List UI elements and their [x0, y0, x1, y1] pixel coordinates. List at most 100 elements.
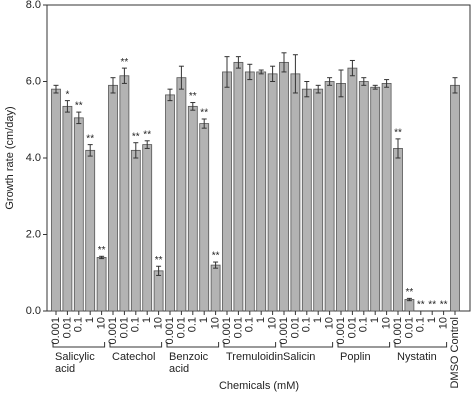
- bar: [256, 71, 267, 312]
- y-tick-label: 2.0: [26, 228, 41, 240]
- bar: [267, 73, 278, 312]
- significance-label: **: [406, 287, 414, 298]
- group-bracket: [166, 342, 220, 348]
- x-tick-label: 0.001: [107, 317, 119, 345]
- bar: [51, 88, 61, 312]
- significance-label: **: [75, 101, 83, 112]
- y-tick-label: 0.0: [26, 305, 41, 317]
- bar: [358, 81, 369, 312]
- x-tick-label: 0.01: [289, 317, 301, 338]
- bar: [165, 94, 175, 312]
- bar: [313, 88, 324, 312]
- significance-label: **: [394, 128, 402, 139]
- x-tick-label: 10: [210, 317, 222, 329]
- group-bracket: [223, 342, 277, 348]
- y-axis-label: Growth rate (cm/day): [4, 106, 16, 209]
- group-bracket: [52, 342, 106, 348]
- x-tick-label: 1: [141, 317, 153, 323]
- x-tick-label: 0.001: [164, 317, 176, 345]
- x-tick-label: 10: [153, 317, 165, 329]
- x-tick-label: 0.01: [346, 317, 358, 338]
- significance-label: **: [417, 300, 425, 311]
- group-label: Benzoic acid: [169, 351, 209, 375]
- bar: [119, 75, 130, 312]
- bar: [108, 84, 118, 312]
- x-tick-label: 0.1: [415, 317, 427, 332]
- x-tick-label: 1: [312, 317, 324, 323]
- group-label: Salicin: [283, 351, 316, 363]
- bar: [290, 73, 301, 312]
- x-tick-label: 0.001: [392, 317, 404, 345]
- group-label: Nystatin: [397, 351, 437, 363]
- bar: [450, 84, 460, 312]
- bar: [347, 67, 358, 312]
- x-tick-label: 1: [369, 317, 381, 323]
- bar: [62, 105, 73, 312]
- x-tick-label: 1: [255, 317, 267, 323]
- bar: [210, 264, 221, 312]
- group-bracket: [394, 342, 448, 348]
- bar: [393, 148, 403, 312]
- significance-label: **: [440, 300, 448, 311]
- bar: [222, 71, 232, 312]
- group-bracket: [337, 342, 391, 348]
- group-bracket: [280, 342, 334, 348]
- bar: [301, 88, 312, 312]
- x-tick-label: 0.01: [61, 317, 73, 338]
- x-tick-label: 0.001: [335, 317, 347, 345]
- significance-label: **: [86, 133, 94, 144]
- bar: [324, 81, 335, 312]
- group-label: Catechol: [112, 351, 156, 363]
- significance-label: **: [132, 131, 140, 142]
- x-tick-label: 1: [84, 317, 96, 323]
- bar: [85, 149, 96, 312]
- x-tick-label: 0.01: [403, 317, 415, 338]
- significance-label: **: [143, 129, 151, 140]
- significance-label: **: [121, 57, 129, 68]
- x-tick-label: 0.01: [232, 317, 244, 338]
- x-tick-label: 0.001: [221, 317, 233, 345]
- x-tick-label: 0.1: [358, 317, 370, 332]
- y-tick-label: 6.0: [26, 75, 41, 87]
- significance-label: **: [212, 251, 220, 262]
- group-label: Poplin: [340, 351, 371, 363]
- significance-label: **: [98, 245, 106, 256]
- x-tick-label: 0.001: [50, 317, 62, 345]
- group-label: Salicylic acid: [55, 351, 95, 375]
- x-tick-label: 0.1: [301, 317, 313, 332]
- significance-label: *: [65, 89, 69, 100]
- x-tick-label: 0.001: [278, 317, 290, 345]
- significance-label: **: [189, 91, 197, 102]
- significance-label: **: [428, 300, 436, 311]
- bar: [96, 257, 107, 312]
- x-tick-label: DMSO Control: [449, 317, 461, 389]
- bar: [153, 270, 164, 312]
- y-tick-label: 8.0: [26, 0, 41, 11]
- bar: [142, 144, 153, 312]
- bar: [381, 83, 392, 312]
- x-tick-label: 1: [426, 317, 438, 323]
- x-tick-label: 10: [96, 317, 108, 329]
- x-tick-label: 10: [324, 317, 336, 329]
- bar: [370, 86, 381, 312]
- x-tick-label: 10: [267, 317, 279, 329]
- x-tick-label: 10: [381, 317, 393, 329]
- bar: [73, 117, 84, 312]
- x-tick-label: 0.01: [118, 317, 130, 338]
- x-tick-label: 10: [438, 317, 450, 329]
- x-tick-label: 0.1: [73, 317, 85, 332]
- significance-label: **: [155, 255, 163, 266]
- x-axis-label: Chemicals (mM): [219, 380, 299, 392]
- bar: [244, 71, 255, 312]
- group-bracket: [109, 342, 163, 348]
- bar: [187, 105, 198, 312]
- x-tick-label: 1: [198, 317, 210, 323]
- group-label: Tremuloidin: [226, 351, 284, 363]
- bar: [176, 77, 187, 312]
- bar: [233, 61, 244, 312]
- bar: [336, 83, 346, 312]
- bar: [404, 299, 415, 312]
- significance-label: **: [200, 108, 208, 119]
